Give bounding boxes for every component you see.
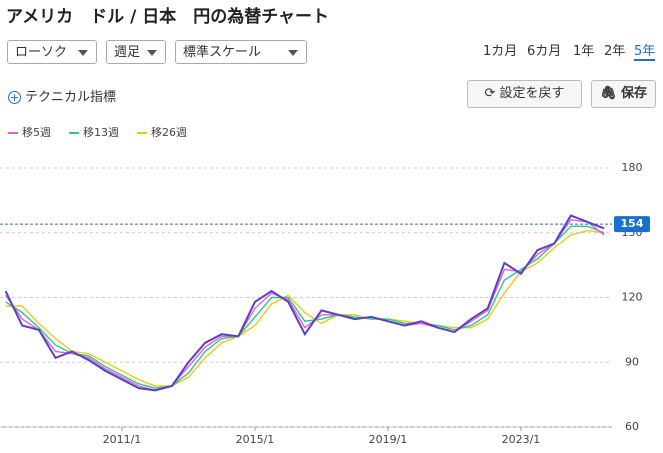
period-select[interactable]: 週足: [106, 40, 166, 64]
range-tab[interactable]: 6カ月: [527, 44, 562, 59]
range-tab[interactable]: 1カ月: [483, 44, 518, 59]
legend-label: 移5週: [22, 126, 51, 139]
series-line: [4, 214, 605, 392]
save-label: 保存: [621, 86, 648, 101]
series-line: [5, 225, 605, 389]
y-tick-label: 180: [622, 161, 643, 174]
y-tick-label: 60: [625, 420, 639, 433]
current-price-tag: [614, 216, 650, 233]
technical-link[interactable]: + テクニカル指標: [8, 90, 117, 105]
x-tick-label: 2011/1: [103, 433, 142, 446]
series-line: [5, 219, 605, 392]
y-tick-label: 120: [622, 291, 643, 304]
y-tick-label: 90: [625, 355, 639, 368]
range-tab[interactable]: 2年: [604, 44, 626, 59]
reset-button[interactable]: ⟳ 設定を戻す: [467, 80, 582, 108]
range-tab[interactable]: 5年: [634, 40, 656, 61]
x-tick-label: 2019/1: [369, 433, 408, 446]
chart-style-select[interactable]: ローソク: [7, 40, 97, 64]
series-line: [5, 229, 605, 387]
legend-label: 移13週: [83, 126, 119, 139]
x-tick-label: 2015/1: [236, 433, 275, 446]
range-tab[interactable]: 1年: [573, 44, 595, 59]
title: アメリカ ドル / 日本 円の為替チャート: [6, 7, 330, 27]
legend-label: 移26週: [151, 126, 187, 139]
technical-label: テクニカル指標: [25, 90, 117, 105]
x-tick-label: 2023/1: [502, 433, 541, 446]
reset-label: 設定を戻す: [499, 86, 565, 101]
scale-select[interactable]: 標準スケール: [175, 40, 307, 64]
current-price-label: 154: [621, 217, 644, 230]
save-button[interactable]: 🖇 保存: [591, 80, 656, 108]
